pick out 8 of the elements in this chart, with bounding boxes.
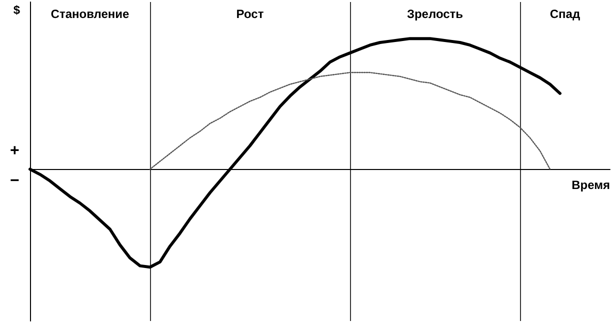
text: Спад xyxy=(550,7,580,21)
text: Становление xyxy=(50,7,130,21)
text: Рост xyxy=(236,7,264,21)
text: + xyxy=(10,142,20,160)
text: Зрелость xyxy=(406,7,464,21)
text: − xyxy=(10,172,20,190)
x-axis-title: Время xyxy=(572,178,610,192)
y-axis-title: $ xyxy=(13,3,20,17)
